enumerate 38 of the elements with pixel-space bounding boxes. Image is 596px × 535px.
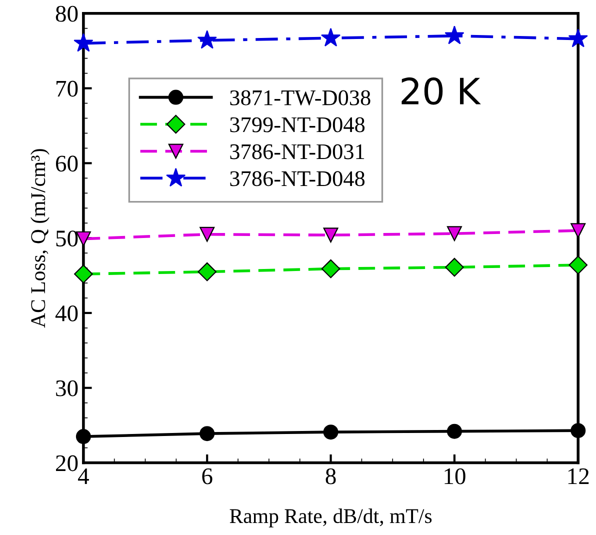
y-tick-label: 80 (56, 6, 78, 22)
point (323, 424, 338, 440)
point (198, 262, 217, 282)
point (445, 258, 464, 277)
x-axis-title: Ramp Rate, dB/dt, mT/s (230, 508, 432, 528)
point (200, 426, 215, 442)
x-tick-label: 6 (202, 468, 212, 484)
point (200, 226, 215, 242)
point (321, 259, 340, 278)
x-tick-label: 4 (78, 468, 89, 484)
point (570, 223, 586, 238)
point (446, 424, 462, 439)
y-axis-title: AC Loss, Q (mJ/cm³) (30, 149, 50, 328)
point (74, 264, 93, 284)
y-tick-label: 50 (56, 230, 78, 246)
point (568, 28, 588, 48)
legend-label: 3786-NT-D048 (230, 171, 365, 186)
point (568, 256, 588, 274)
point (570, 423, 586, 438)
y-tick-label: 70 (56, 80, 78, 97)
y-tick-label: 20 (56, 455, 78, 472)
point (76, 429, 91, 444)
point (320, 28, 341, 47)
point (444, 26, 464, 44)
point (446, 226, 462, 242)
y-tick-label: 60 (56, 156, 78, 172)
y-tick-label: 40 (55, 305, 78, 322)
y-tick-label: 30 (56, 380, 78, 396)
x-tick-label: 12 (568, 468, 589, 484)
x-tick-label: 8 (326, 468, 336, 484)
annotation: 20 K (402, 77, 481, 105)
legend-label: 3786-NT-D031 (230, 144, 364, 160)
point (323, 228, 338, 243)
point (74, 33, 94, 52)
legend-label: 3871-TW-D038 (230, 90, 370, 106)
legend-label: 3799-NT-D048 (230, 117, 365, 132)
point (197, 30, 217, 49)
x-tick-label: 10 (444, 468, 466, 484)
